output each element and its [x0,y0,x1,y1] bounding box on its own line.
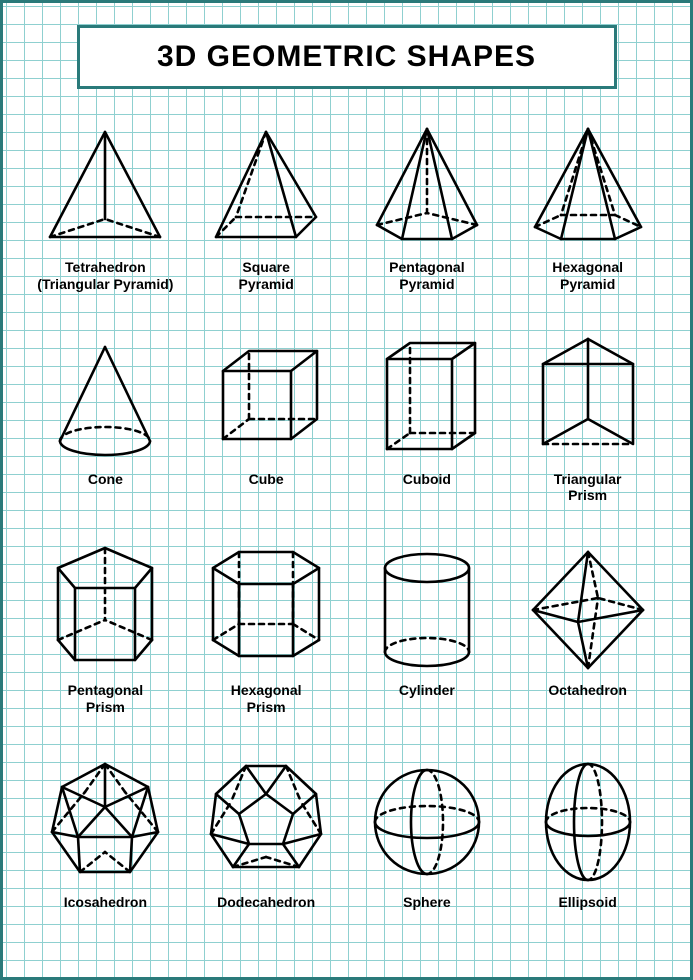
label: Cylinder [399,682,455,699]
label: Octahedron [548,682,627,699]
square-pyramid-icon [191,117,341,257]
hexagonal-prism-icon [191,540,341,680]
shape-hexagonal-pyramid: Hexagonal Pyramid [507,117,668,323]
shape-icosahedron: Icosahedron [25,752,186,958]
ellipsoid-icon [513,752,663,892]
octahedron-icon [513,540,663,680]
shape-pentagonal-prism: Pentagonal Prism [25,540,186,746]
sphere-icon [352,752,502,892]
label: Sphere [403,894,450,911]
label: Dodecahedron [217,894,315,911]
pentagonal-pyramid-icon [352,117,502,257]
label: Icosahedron [64,894,147,911]
label: Cube [249,471,284,488]
icosahedron-icon [30,752,180,892]
shape-cube: Cube [186,329,347,535]
label: Hexagonal Pyramid [552,259,623,293]
shape-hexagonal-prism: Hexagonal Prism [186,540,347,746]
label: Pentagonal Pyramid [389,259,464,293]
shape-cone: Cone [25,329,186,535]
label: Triangular Prism [554,471,622,505]
cube-icon [191,329,341,469]
cylinder-icon [352,540,502,680]
shape-dodecahedron: Dodecahedron [186,752,347,958]
shape-sphere: Sphere [347,752,508,958]
shape-ellipsoid: Ellipsoid [507,752,668,958]
label: Pentagonal Prism [68,682,143,716]
poster: 3D GEOMETRIC SHAPES Tetrahedron (Triangu… [0,0,693,980]
page-title: 3D GEOMETRIC SHAPES [100,40,594,74]
cuboid-icon [352,329,502,469]
label: Hexagonal Prism [231,682,302,716]
shape-triangular-prism: Triangular Prism [507,329,668,535]
label: Square Pyramid [239,259,294,293]
tetrahedron-icon [30,117,180,257]
cone-icon [30,329,180,469]
label: Cuboid [403,471,451,488]
shape-square-pyramid: Square Pyramid [186,117,347,323]
hexagonal-pyramid-icon [513,117,663,257]
label: Tetrahedron (Triangular Pyramid) [37,259,173,293]
pentagonal-prism-icon [30,540,180,680]
shapes-grid: Tetrahedron (Triangular Pyramid) Square … [25,117,668,957]
title-box: 3D GEOMETRIC SHAPES [77,25,617,89]
label: Ellipsoid [558,894,616,911]
shape-cuboid: Cuboid [347,329,508,535]
triangular-prism-icon [513,329,663,469]
shape-pentagonal-pyramid: Pentagonal Pyramid [347,117,508,323]
shape-tetrahedron: Tetrahedron (Triangular Pyramid) [25,117,186,323]
shape-octahedron: Octahedron [507,540,668,746]
label: Cone [88,471,123,488]
dodecahedron-icon [191,752,341,892]
shape-cylinder: Cylinder [347,540,508,746]
